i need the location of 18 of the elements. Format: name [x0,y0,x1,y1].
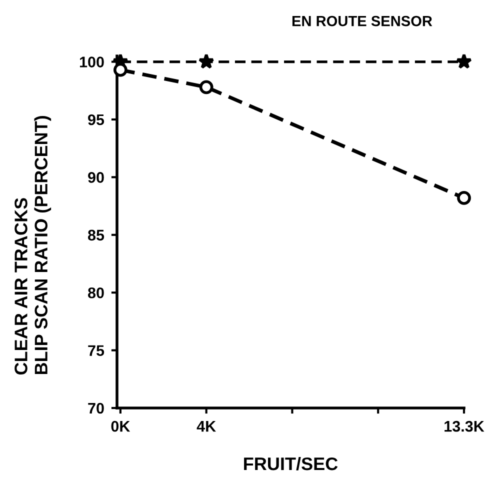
y-axis-title: CLEAR AIR TRACKS BLIP SCAN RATIO (PERCENT) [14,116,52,375]
chart-title: EN ROUTE SENSOR [292,16,432,26]
x-tick-label: 4K [196,421,216,432]
point [199,80,214,94]
x-tick-label: 13.3K [444,420,484,432]
x-tick-label: 0K [111,420,130,432]
y-tick-label: 100 [80,56,104,68]
y-tick-label: 75 [88,345,104,356]
y-tick-label: 85 [88,230,104,241]
x-axis-title: FRUIT/SEC [244,456,338,470]
y-tick-label: 70 [88,402,104,414]
point [198,53,214,69]
y-tick-label: 95 [88,114,104,126]
y-tick-label: 80 [88,287,104,298]
point [457,191,471,205]
point [113,62,128,77]
point [456,53,472,69]
y-tick-label: 90 [88,172,104,183]
